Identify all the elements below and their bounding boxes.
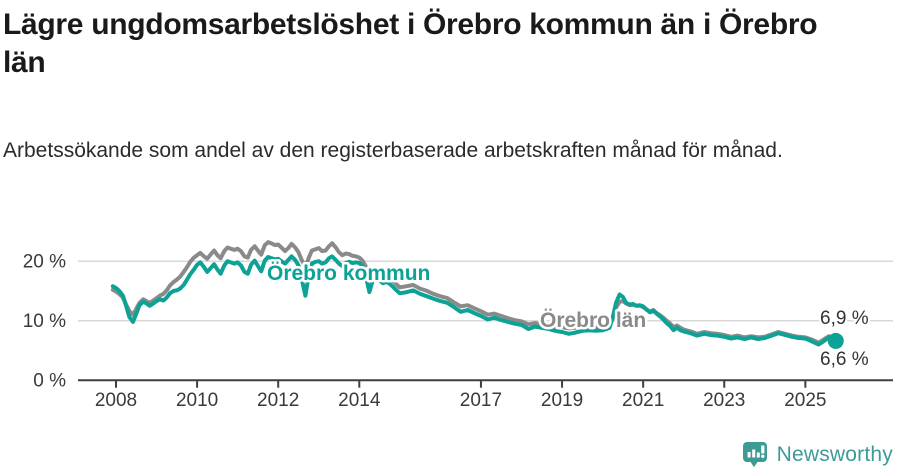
x-tick-label: 2008 [95, 390, 137, 411]
x-tick-label: 2010 [176, 390, 218, 411]
end-value-label-orebro-kommun: 6,6 % [820, 349, 869, 370]
x-tick-label: 2023 [703, 390, 745, 411]
x-tick-label: 2017 [460, 390, 502, 411]
chart-title: Lägre ungdomsarbetslöshet i Örebro kommu… [3, 8, 818, 79]
end-value-label-orebro-lan: 6,9 % [820, 308, 869, 329]
x-tick-label: 2012 [257, 390, 299, 411]
y-tick-label: 0 % [33, 371, 66, 392]
newsworthy-logo-icon [742, 442, 767, 468]
y-tick-label: 20 % [23, 252, 66, 273]
newsworthy-logo-text: Newsworthy [776, 442, 893, 466]
series-label-orebro-kommun: Örebro kommun [267, 262, 430, 285]
axes: 0 % 10 % 20 % 2008 2010 2012 2014 2017 2019 2021 2… [23, 252, 893, 411]
x-tick-label: 2019 [541, 390, 583, 411]
y-tick-label: 10 % [23, 311, 66, 332]
series-label-orebro-lan: Örebro län [540, 309, 646, 332]
series-lines [110, 240, 844, 349]
x-tick-label: 2014 [338, 390, 381, 411]
line-lan [110, 240, 838, 345]
end-dot-kommun [827, 332, 844, 349]
unemployment-line-chart: 0 % 10 % 20 % 2008 2010 2012 2014 2017 2019 2021 2… [23, 240, 893, 411]
newsworthy-logo[interactable]: Newsworthy [742, 441, 893, 468]
x-tick-label: 2021 [622, 390, 664, 411]
line-kommun [110, 254, 838, 347]
x-tick-label: 2025 [784, 390, 826, 411]
chart-subtitle: Arbetssökande som andel av den registerb… [3, 139, 783, 162]
